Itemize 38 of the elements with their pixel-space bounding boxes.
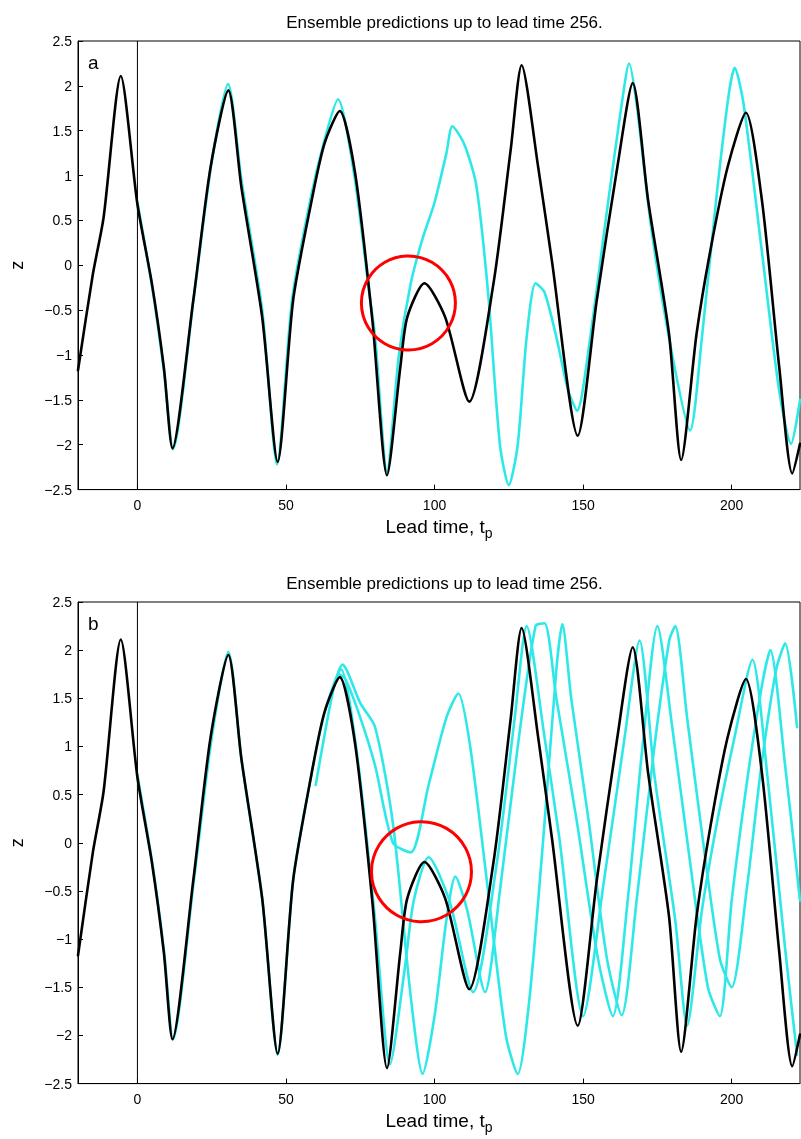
y-tick-label: 0.5 xyxy=(52,212,73,229)
x-tick-label: 0 xyxy=(133,1090,142,1107)
x-tick-label: 100 xyxy=(422,1090,447,1107)
y-tick-label: −2.5 xyxy=(44,1075,73,1092)
y-tick-label: −1 xyxy=(56,931,73,948)
annotation: a xyxy=(88,52,99,73)
y-tick-label: 2.5 xyxy=(52,594,73,610)
y-tick-label: 1 xyxy=(64,167,73,184)
y-axis-title: z xyxy=(7,260,27,270)
y-tick-label: 1 xyxy=(64,738,73,755)
y-tick-label: 2 xyxy=(64,77,73,94)
chart-title: Ensemble predictions up to lead time 256. xyxy=(286,13,603,32)
x-tick-label: 150 xyxy=(571,496,595,513)
y-tick-label: −2.5 xyxy=(44,481,73,498)
y-tick-label: 2.5 xyxy=(52,33,73,49)
y-tick-label: −1.5 xyxy=(44,391,73,408)
y-tick-label: 2 xyxy=(64,642,73,659)
x-tick-label: 50 xyxy=(278,496,294,513)
y-tick-label: −1 xyxy=(56,347,73,364)
y-tick-label: −0.5 xyxy=(44,302,73,319)
y-tick-label: −0.5 xyxy=(44,882,73,899)
x-tick-label: 200 xyxy=(719,496,744,513)
y-tick-label: 0 xyxy=(64,834,73,851)
x-tick-label: 0 xyxy=(133,496,142,513)
x-tick-label: 100 xyxy=(422,496,447,513)
y-tick-label: 1.5 xyxy=(52,690,73,707)
y-tick-label: −1.5 xyxy=(44,979,73,996)
y-axis-title: z xyxy=(7,838,27,848)
y-tick-label: −2 xyxy=(56,436,73,453)
chart-title: Ensemble predictions up to lead time 256. xyxy=(286,574,603,593)
x-tick-label: 150 xyxy=(571,1090,595,1107)
annotation: b xyxy=(88,613,99,634)
y-tick-label: 0 xyxy=(64,257,73,274)
x-tick-label: 50 xyxy=(278,1090,294,1107)
x-tick-label: 200 xyxy=(719,1090,744,1107)
y-tick-label: 1.5 xyxy=(52,122,73,139)
y-tick-label: −2 xyxy=(56,1027,73,1044)
y-tick-label: 0.5 xyxy=(52,786,73,803)
